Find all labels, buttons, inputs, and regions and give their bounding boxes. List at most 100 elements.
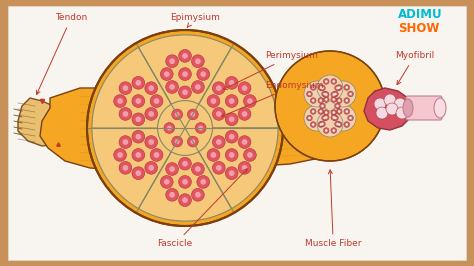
- FancyBboxPatch shape: [406, 96, 442, 120]
- Circle shape: [136, 152, 141, 158]
- Text: Endomysium: Endomysium: [221, 81, 323, 117]
- Circle shape: [167, 126, 172, 130]
- Circle shape: [238, 161, 251, 174]
- Circle shape: [336, 87, 339, 89]
- Circle shape: [331, 110, 337, 115]
- Wedge shape: [138, 128, 232, 221]
- Circle shape: [195, 58, 201, 64]
- Circle shape: [132, 113, 145, 126]
- Circle shape: [348, 115, 354, 121]
- Circle shape: [325, 80, 328, 83]
- Circle shape: [321, 123, 324, 125]
- Circle shape: [195, 166, 201, 172]
- Circle shape: [169, 84, 175, 90]
- Circle shape: [332, 111, 335, 114]
- Polygon shape: [364, 88, 412, 130]
- Text: Muscle Fiber: Muscle Fiber: [305, 170, 362, 248]
- Circle shape: [344, 85, 350, 90]
- Circle shape: [201, 71, 206, 77]
- Circle shape: [335, 121, 340, 127]
- Circle shape: [132, 167, 145, 180]
- Circle shape: [247, 152, 253, 158]
- Circle shape: [195, 123, 206, 133]
- Circle shape: [386, 103, 398, 115]
- Circle shape: [172, 109, 182, 120]
- Circle shape: [394, 98, 406, 110]
- Circle shape: [114, 95, 127, 107]
- Circle shape: [312, 86, 315, 89]
- Circle shape: [321, 105, 324, 107]
- Circle shape: [157, 101, 212, 155]
- Circle shape: [338, 99, 340, 102]
- Circle shape: [244, 149, 256, 161]
- Circle shape: [229, 134, 235, 140]
- Circle shape: [119, 136, 132, 148]
- Wedge shape: [92, 128, 185, 209]
- Text: Myofibril: Myofibril: [395, 52, 434, 85]
- Circle shape: [136, 134, 141, 140]
- Circle shape: [331, 128, 337, 133]
- Circle shape: [179, 86, 191, 99]
- Polygon shape: [40, 88, 220, 170]
- Circle shape: [319, 123, 322, 126]
- Circle shape: [148, 165, 154, 171]
- Circle shape: [334, 93, 337, 95]
- Circle shape: [136, 98, 141, 104]
- Circle shape: [323, 115, 329, 120]
- Circle shape: [166, 163, 179, 175]
- Circle shape: [179, 68, 191, 81]
- Circle shape: [169, 192, 175, 198]
- Circle shape: [307, 91, 312, 97]
- Circle shape: [229, 98, 235, 104]
- Circle shape: [242, 85, 247, 91]
- Circle shape: [212, 161, 225, 174]
- Circle shape: [117, 152, 123, 158]
- Circle shape: [160, 176, 173, 188]
- Circle shape: [318, 109, 324, 114]
- Circle shape: [275, 51, 385, 161]
- Circle shape: [191, 188, 204, 201]
- Wedge shape: [138, 35, 232, 128]
- Circle shape: [198, 126, 203, 130]
- Circle shape: [319, 121, 325, 127]
- Circle shape: [325, 93, 328, 96]
- Circle shape: [319, 86, 322, 89]
- Circle shape: [349, 93, 352, 95]
- Circle shape: [384, 94, 396, 106]
- Circle shape: [344, 98, 350, 103]
- Circle shape: [317, 93, 343, 119]
- Circle shape: [114, 149, 127, 161]
- Circle shape: [346, 110, 348, 113]
- Circle shape: [229, 80, 235, 86]
- Polygon shape: [18, 98, 75, 146]
- Circle shape: [123, 165, 128, 171]
- Circle shape: [337, 85, 342, 90]
- Circle shape: [344, 122, 350, 127]
- Circle shape: [164, 71, 170, 77]
- Wedge shape: [92, 47, 185, 128]
- Circle shape: [145, 136, 157, 148]
- Circle shape: [310, 109, 316, 114]
- Ellipse shape: [434, 98, 446, 118]
- Circle shape: [182, 197, 188, 203]
- Circle shape: [333, 115, 338, 121]
- Circle shape: [210, 98, 216, 104]
- Circle shape: [319, 99, 322, 102]
- Circle shape: [182, 161, 188, 167]
- Circle shape: [182, 89, 188, 95]
- Circle shape: [216, 139, 222, 145]
- Circle shape: [195, 192, 201, 198]
- Circle shape: [322, 91, 328, 97]
- Circle shape: [332, 98, 335, 101]
- Circle shape: [166, 55, 179, 68]
- Circle shape: [331, 79, 337, 84]
- Circle shape: [396, 107, 408, 119]
- Circle shape: [336, 105, 339, 107]
- Circle shape: [322, 115, 328, 121]
- FancyBboxPatch shape: [8, 6, 466, 260]
- Wedge shape: [185, 47, 278, 128]
- Circle shape: [175, 139, 180, 144]
- Circle shape: [374, 98, 386, 110]
- Circle shape: [123, 111, 128, 117]
- Circle shape: [346, 123, 348, 126]
